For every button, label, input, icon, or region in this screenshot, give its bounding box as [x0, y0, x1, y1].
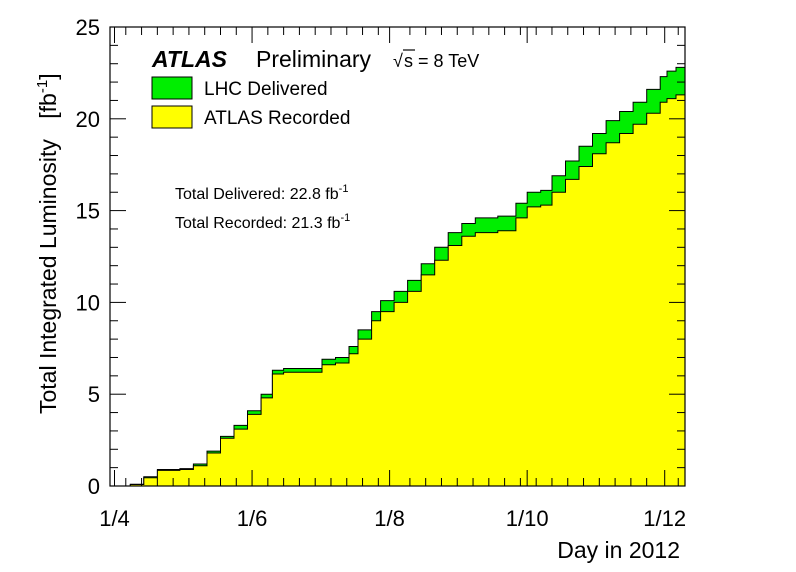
- energy-text: s = 8 TeV: [404, 51, 479, 71]
- legend: LHC Delivered ATLAS Recorded: [151, 76, 350, 129]
- sqrt-symbol: √: [393, 51, 403, 71]
- annotation-total-recorded: Total Recorded: 21.3 fb-1: [175, 212, 350, 232]
- y-tick-label: 15: [76, 199, 100, 224]
- y-axis-title: Total Integrated Luminosity [fb-1]: [34, 73, 61, 414]
- legend-swatch-lhc-delivered: [151, 76, 193, 100]
- legend-label-atlas-recorded: ATLAS Recorded: [204, 108, 350, 129]
- x-tick-label: 1/10: [506, 506, 549, 531]
- y-axis-unit-open: [: [35, 112, 61, 119]
- y-tick-label: 0: [88, 474, 100, 499]
- x-tick-label: 1/8: [374, 506, 405, 531]
- y-tick-label: 20: [76, 107, 100, 132]
- x-tick-labels: 1/4 1/6 1/8 1/10 1/12: [99, 506, 686, 531]
- plot-frame: [109, 26, 686, 487]
- y-tick-label: 5: [88, 382, 100, 407]
- series-areas: [121, 66, 686, 487]
- y-tick-label: 10: [76, 290, 100, 315]
- y-tick-labels: 0 5 10 15 20 25: [76, 15, 100, 499]
- legend-label-lhc-delivered: LHC Delivered: [204, 79, 328, 100]
- atlas-label: ATLAS: [151, 46, 228, 72]
- area-atlas-recorded: [121, 94, 686, 487]
- y-axis-unit-base: fb: [35, 93, 61, 112]
- y-axis-unit-exp: -1: [34, 80, 51, 93]
- y-axis-title-text: Total Integrated Luminosity: [35, 139, 61, 414]
- y-axis-unit-close: ]: [35, 73, 61, 79]
- axis-ticks: [110, 26, 685, 487]
- annotation-total-delivered: Total Delivered: 22.8 fb-1: [175, 183, 348, 203]
- x-axis-title: Day in 2012: [557, 537, 680, 563]
- x-tick-label: 1/6: [237, 506, 268, 531]
- x-tick-label: 1/12: [643, 506, 686, 531]
- preliminary-label: Preliminary: [256, 46, 372, 72]
- energy-label: √ s = 8 TeV: [393, 49, 479, 71]
- x-tick-label: 1/4: [99, 506, 130, 531]
- y-tick-label: 25: [76, 15, 100, 40]
- legend-swatch-atlas-recorded: [151, 105, 193, 129]
